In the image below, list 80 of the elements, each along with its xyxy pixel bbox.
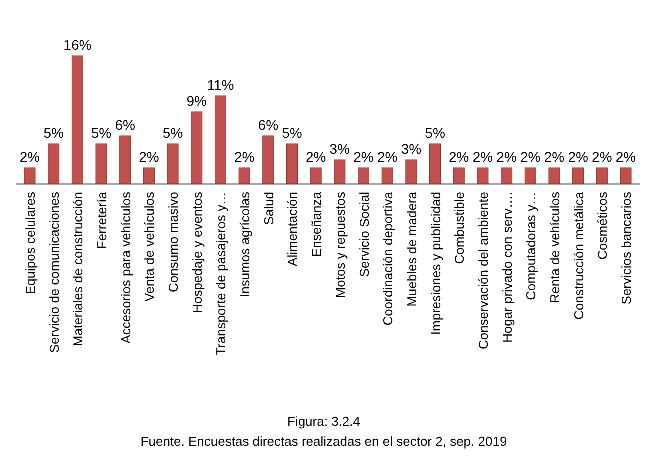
data-label: 2% [472,149,494,165]
bar [406,160,418,184]
x-tick-label: Insumos agrícolas [238,192,253,298]
data-label: 6% [258,117,279,133]
data-label: 2% [306,149,326,165]
bar [453,168,465,184]
x-tick-label: Impresiones y publicidad [428,192,444,336]
bar [214,96,226,184]
data-label: 6% [115,117,136,133]
data-label: 5% [425,125,446,141]
x-tick-label: Salud [261,192,276,226]
bar [96,144,108,184]
data-label: 5% [91,125,112,141]
bar [501,168,513,184]
data-label: 11% [207,77,234,93]
bar [358,168,370,184]
x-tick-label: Transporte de pasajeros y… [214,192,229,356]
x-tick-label: Combustible [452,192,468,264]
x-tick-label: Servicio Social [356,192,372,278]
data-label: 5% [162,125,184,141]
bar [120,136,132,184]
x-tick-label: Hogar privado con serv…. [500,192,515,344]
data-label: 3% [401,141,422,157]
bar [143,168,155,184]
x-tick-label: Equipos celulares [23,192,38,295]
x-tick-label: Coordinación deportiva [380,191,396,326]
data-label: 2% [496,149,517,165]
data-label: 2% [139,149,160,165]
x-tick-label: Ferretería [94,191,110,250]
x-tick-label: Cosméticos [595,192,610,260]
bar [382,168,394,184]
x-tick-label: Enseñanza [309,191,324,258]
data-label: 2% [592,149,612,165]
bar [430,144,442,184]
x-tick-label: Alimentación [285,192,300,266]
bar [48,144,60,184]
text: Figura: 3.2.4 [288,414,360,429]
x-tick-label: Muebles de madera [404,191,420,307]
bar [572,168,584,184]
source-note: Fuente. Encuestas directas realizadas en el sector 2, sep. 2019 [140,434,508,449]
bar [286,144,298,184]
data-label: 3% [330,141,350,157]
bar [310,168,322,184]
x-tick-label: Servicio de comunicaciones [46,192,62,354]
data-label: 2% [377,149,398,165]
x-tick-label: Materiales de construcción [70,192,86,347]
bar [24,168,36,184]
x-tick-label: Consumo masivo [166,192,182,292]
bar [238,168,250,184]
bar [262,136,274,184]
bar [620,168,632,184]
x-tick-label: Renta de vehículos [547,192,562,304]
bar [72,56,84,184]
data-label: 9% [186,93,207,109]
data-label: 2% [449,149,470,165]
data-label: 2% [234,149,255,165]
data-label: 2% [20,149,40,165]
bar [191,112,203,184]
data-label: 2% [354,149,374,165]
data-label: 5% [44,125,64,141]
x-tick-label: Venta de vehículos [142,192,158,302]
data-label: 2% [568,149,588,165]
bar [477,168,489,184]
data-label: 16% [64,37,92,53]
bar [167,144,179,184]
x-tick-label: Accesorios para vehículos [118,192,134,344]
bar [524,168,536,184]
bar [596,168,608,184]
x-tick-label: Servicios bancarios [619,192,634,305]
x-tick-label: Construcción metálica [571,191,586,320]
data-label: 5% [282,125,302,141]
data-label: 2% [520,149,541,165]
data-label: 2% [616,149,636,165]
x-tick-label: Hospedaje y eventos [190,192,205,314]
x-tick-label: Conservación del ambiente [476,192,491,350]
data-label: 2% [544,149,565,165]
x-tick-label: Computadoras y… [524,192,539,300]
bar [548,168,560,184]
x-tick-label: Motos y repuestos [332,192,348,298]
bar [334,160,346,184]
